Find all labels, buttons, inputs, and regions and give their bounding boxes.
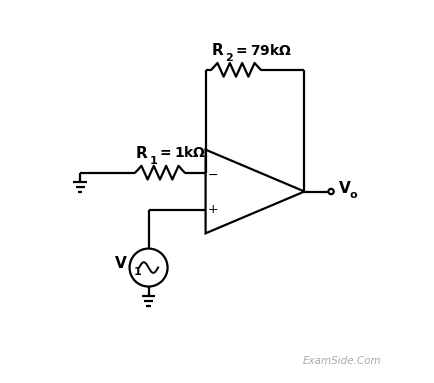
Circle shape — [329, 189, 334, 194]
Text: $\mathbf{1}$: $\mathbf{1}$ — [149, 154, 158, 166]
Text: $\mathbf{2}$: $\mathbf{2}$ — [225, 51, 234, 63]
Text: $\mathbf{R}$: $\mathbf{R}$ — [211, 42, 225, 58]
Text: $\mathbf{ = 79k\Omega}$: $\mathbf{ = 79k\Omega}$ — [233, 43, 292, 57]
Text: $\mathbf{V}$: $\mathbf{V}$ — [114, 255, 128, 271]
Text: $\mathbf{ = 1k\Omega}$: $\mathbf{ = 1k\Omega}$ — [157, 146, 206, 160]
Text: $\mathbf{V}$: $\mathbf{V}$ — [338, 180, 352, 196]
Text: $\mathbf{1}$: $\mathbf{1}$ — [133, 265, 141, 277]
Text: $+$: $+$ — [207, 203, 218, 216]
Text: $\mathbf{R}$: $\mathbf{R}$ — [135, 145, 148, 161]
Text: $-$: $-$ — [207, 167, 218, 180]
Text: $\mathbf{o}$: $\mathbf{o}$ — [349, 190, 358, 200]
Text: ExamSide.Com: ExamSide.Com — [303, 356, 382, 366]
